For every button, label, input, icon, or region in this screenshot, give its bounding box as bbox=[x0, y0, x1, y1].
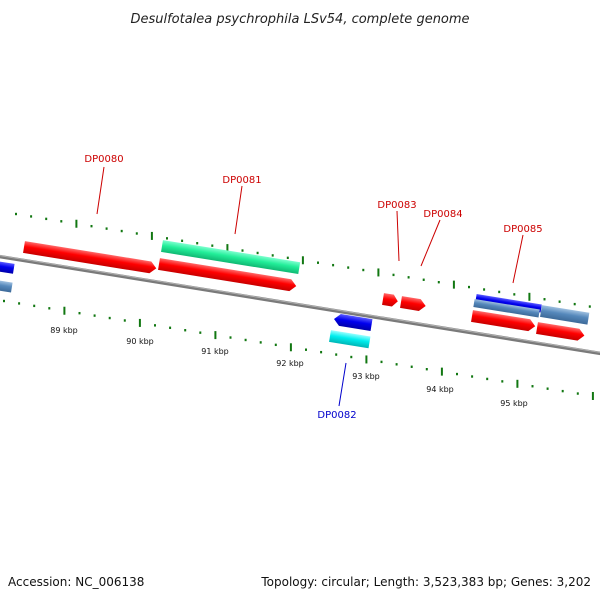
label-DP0085[interactable]: DP0085 bbox=[503, 224, 542, 235]
leader-DP0081 bbox=[234, 185, 243, 235]
label-DP0083[interactable]: DP0083 bbox=[377, 200, 416, 211]
gene-DP0081-rna[interactable] bbox=[161, 240, 301, 275]
gene-DP0082-cds[interactable] bbox=[333, 313, 373, 331]
genome-backbone bbox=[0, 254, 600, 356]
tick-label: 92 kbp bbox=[276, 359, 304, 368]
tick-labels: 89 kbp 90 kbp 91 kbp 92 kbp 93 kbp 94 kb… bbox=[50, 326, 528, 408]
tick-label: 90 kbp bbox=[126, 337, 154, 346]
map-title: Desulfotalea psychrophila LSv54, complet… bbox=[130, 12, 469, 27]
gene-DP0085-pseudo-2[interactable] bbox=[540, 305, 590, 325]
accession-text: Accession: NC_006138 bbox=[8, 575, 144, 589]
tick-label: 91 kbp bbox=[201, 347, 229, 356]
leader-DP0082 bbox=[338, 362, 347, 407]
gene-DP0086[interactable] bbox=[536, 322, 585, 341]
genome-backbone-highlight bbox=[0, 255, 600, 353]
label-DP0082[interactable]: DP0082 bbox=[317, 410, 356, 421]
genome-summary-text: Topology: circular; Length: 3,523,383 bp… bbox=[260, 575, 591, 589]
tick-label: 93 kbp bbox=[352, 372, 380, 381]
gene-DP0080[interactable] bbox=[23, 241, 157, 274]
gene-DP0085[interactable] bbox=[471, 310, 536, 332]
gene-DP0084[interactable] bbox=[400, 296, 427, 312]
leader-DP0085 bbox=[512, 234, 524, 284]
gene-DP0082-rna[interactable] bbox=[329, 330, 371, 349]
leader-DP0080 bbox=[96, 166, 105, 215]
tick-label: 89 kbp bbox=[50, 326, 78, 335]
leader-DP0083 bbox=[396, 210, 400, 262]
gene-partial-left[interactable] bbox=[0, 261, 15, 274]
leader-DP0084 bbox=[420, 219, 441, 267]
reverse-tick-ring bbox=[3, 299, 594, 400]
gene-partial-left-2[interactable] bbox=[0, 280, 13, 293]
tick-label: 95 kbp bbox=[500, 399, 528, 408]
gene-DP0083[interactable] bbox=[382, 293, 399, 307]
forward-tick-ring bbox=[15, 212, 591, 308]
gene-DP0085-pseudo[interactable] bbox=[473, 299, 540, 318]
label-DP0080[interactable]: DP0080 bbox=[84, 154, 123, 165]
label-DP0081[interactable]: DP0081 bbox=[222, 175, 261, 186]
gene-DP0081-cds[interactable] bbox=[158, 258, 297, 292]
label-DP0084[interactable]: DP0084 bbox=[423, 209, 462, 220]
tick-label: 94 kbp bbox=[426, 385, 454, 394]
